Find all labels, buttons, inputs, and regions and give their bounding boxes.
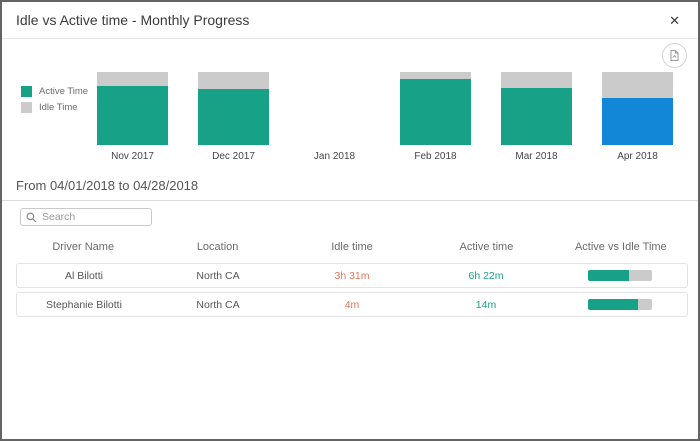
active-segment xyxy=(501,88,572,145)
cell-active-vs-idle xyxy=(553,270,687,281)
active-fill xyxy=(588,270,629,281)
column-header-active-vs-idle-time: Active vs Idle Time xyxy=(574,241,667,253)
idle-segment xyxy=(198,72,269,89)
idle-segment xyxy=(501,72,572,89)
drivers-table: Driver Name Location Idle time Active time A… xyxy=(16,241,688,321)
idle-segment xyxy=(602,72,673,98)
chart-bar-mar-2018[interactable]: Mar 2018 xyxy=(486,72,587,162)
active-vs-idle-bar xyxy=(588,270,652,281)
close-icon[interactable]: ✕ xyxy=(663,10,686,31)
legend-label: Idle Time xyxy=(39,102,78,113)
cell-driver-name: Stephanie Bilotti xyxy=(46,298,122,311)
idle-segment xyxy=(97,72,168,86)
chart-bar-apr-2018[interactable]: Apr 2018 xyxy=(587,72,688,162)
chart-legend: Active Time Idle Time xyxy=(21,86,88,118)
column-header-location: Location xyxy=(196,241,239,253)
active-segment xyxy=(400,79,471,145)
table-row-stephanie-bilotti: Stephanie Bilotti North CA 4m 14m xyxy=(16,292,688,317)
export-report-icon xyxy=(668,49,681,62)
month-label: Jan 2018 xyxy=(313,151,356,162)
cell-active-time: 14m xyxy=(475,298,497,311)
cell-location: North CA xyxy=(196,269,240,282)
column-header-active-time: Active time xyxy=(459,241,514,253)
chart-bar-feb-2018[interactable]: Feb 2018 xyxy=(385,72,486,162)
modal-title: Idle vs Active time - Monthly Progress xyxy=(16,12,250,28)
export-report-button[interactable] xyxy=(662,43,687,68)
monthly-progress-chart: Active Time Idle Time Nov 2017 Dec 2017 Jan… xyxy=(2,62,698,164)
active-fill xyxy=(588,299,638,310)
bar-stack xyxy=(299,72,370,145)
month-label: Feb 2018 xyxy=(414,151,457,162)
bar-stack xyxy=(400,72,471,145)
month-label: Dec 2017 xyxy=(212,151,255,162)
date-range-label: From 04/01/2018 to 04/28/2018 xyxy=(2,178,698,201)
search-box[interactable] xyxy=(20,208,152,226)
legend-swatch xyxy=(21,86,32,97)
bar-stack xyxy=(198,72,269,145)
table-body: Al Bilotti North CA 3h 31m 6h 22m Stephanie … xyxy=(16,263,688,317)
chart-bar-dec-2017[interactable]: Dec 2017 xyxy=(183,72,284,162)
table-row-al-bilotti: Al Bilotti North CA 3h 31m 6h 22m xyxy=(16,263,688,288)
cell-idle-time: 3h 31m xyxy=(334,269,370,282)
active-segment xyxy=(198,88,269,145)
legend-label: Active Time xyxy=(39,86,89,97)
month-label: Mar 2018 xyxy=(515,151,558,162)
bar-stack xyxy=(501,72,572,145)
search-icon xyxy=(26,212,37,222)
chart-bar-nov-2017[interactable]: Nov 2017 xyxy=(82,72,183,162)
active-segment xyxy=(97,85,168,145)
column-header-driver-name: Driver Name xyxy=(52,241,115,253)
active-vs-idle-bar xyxy=(588,299,652,310)
cell-idle-time: 4m xyxy=(344,298,360,311)
stacked-bar-chart: Nov 2017 Dec 2017 Jan 2018 Feb 2018 Mar 2018… xyxy=(82,72,688,162)
cell-location: North CA xyxy=(196,298,240,311)
chart-bar-jan-2018[interactable]: Jan 2018 xyxy=(284,72,385,162)
cell-active-vs-idle xyxy=(553,299,687,310)
cell-driver-name: Al Bilotti xyxy=(65,269,103,282)
cell-active-time: 6h 22m xyxy=(468,269,504,282)
bar-stack xyxy=(97,72,168,145)
active-segment-selected xyxy=(602,97,673,145)
month-label: Nov 2017 xyxy=(111,151,154,162)
month-label: Apr 2018 xyxy=(617,151,658,162)
modal-header: Idle vs Active time - Monthly Progress ✕ xyxy=(2,2,698,39)
legend-swatch xyxy=(21,102,32,113)
legend-item-active-time: Active Time xyxy=(21,86,88,97)
table-header-row: Driver Name Location Idle time Active time A… xyxy=(16,241,688,253)
column-header-idle-time: Idle time xyxy=(331,241,373,253)
bar-stack xyxy=(602,72,673,145)
legend-item-idle-time: Idle Time xyxy=(21,102,88,113)
search-input[interactable] xyxy=(42,211,146,223)
idle-segment xyxy=(400,72,471,80)
